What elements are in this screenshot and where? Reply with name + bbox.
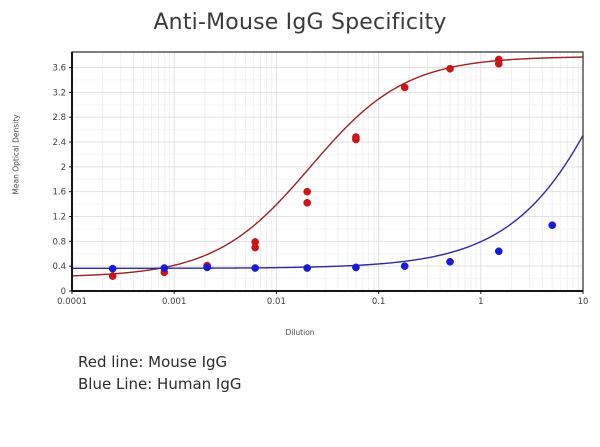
series-markers-group xyxy=(108,55,557,280)
x-tick-label: 0.1 xyxy=(372,297,386,307)
x-tick-label: 0.0001 xyxy=(57,297,87,307)
y-tick-label: 1.2 xyxy=(52,213,66,223)
x-tick-label: 1 xyxy=(478,297,483,307)
y-tick-label: 0.4 xyxy=(52,262,66,272)
y-tick-label: 0.8 xyxy=(52,237,66,247)
y-tick-label: 2 xyxy=(61,163,66,173)
x-tick-label: 0.001 xyxy=(162,297,186,307)
y-tick-label: 1.6 xyxy=(52,188,66,198)
chart-title: Anti-Mouse IgG Specificity xyxy=(153,10,447,35)
x-tick-label: 0.01 xyxy=(267,297,286,307)
grid-minor-group xyxy=(72,52,583,291)
x-axis-label: Dilution xyxy=(285,328,315,337)
axis-frame-group xyxy=(71,51,584,292)
grid-major-group xyxy=(71,52,584,291)
legend-item-mouse-igg: Red line: Mouse IgG xyxy=(78,353,228,371)
y-tick-label: 2.4 xyxy=(52,138,66,148)
y-tick-label: 3.2 xyxy=(52,88,66,98)
y-tick-label: 2.8 xyxy=(52,113,66,123)
y-tick-label: 0 xyxy=(61,287,66,297)
tick-labels-group: 0.0001 0.001 0.01 0.1 1 10 0 0.4 0.8 1.2 1.6 2 2.4 2.… xyxy=(52,64,588,307)
legend-item-human-igg: Blue Line: Human IgG xyxy=(78,374,242,393)
y-tick-label: 3.6 xyxy=(52,64,66,74)
legend: Red line: Mouse IgG Blue Line: Human IgG xyxy=(78,352,241,396)
axis-ticks-group xyxy=(69,67,584,294)
x-tick-label: 10 xyxy=(578,297,589,307)
plot-area: 0.0001 0.001 0.01 0.1 1 10 0 0.4 0.8 1.2 1.6 2 2.4 2.… xyxy=(52,51,588,307)
